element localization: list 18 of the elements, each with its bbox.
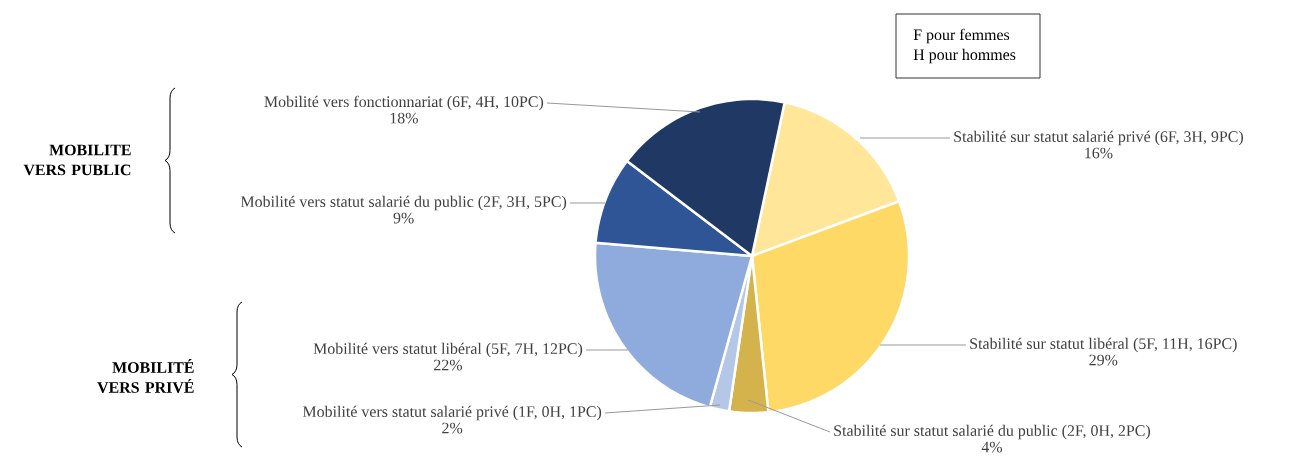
data-label: 18% <box>390 112 418 124</box>
slice-label: Mobilité vers statut salarié privé (1F, 0H, 1PC) <box>302 405 602 421</box>
data-label: 9% <box>393 212 414 224</box>
slice-label: Stabilité sur statut libéral (5F, 11H, 16PC) <box>970 337 1237 353</box>
data-label: 16% <box>1085 147 1113 159</box>
slice-label: Stabilité sur statut salarié du public (2F, 0H, 2PC) <box>834 424 1151 440</box>
text: MOBILITE VERS PUBLIC <box>23 144 131 176</box>
text: F pour femmes <box>913 28 1010 44</box>
slice-label: Mobilité vers statut libéral (5F, 7H, 12PC) <box>313 342 583 358</box>
slice-label: Stabilité sur statut salarié privé (6F, 3H, 9PC) <box>954 130 1243 146</box>
data-label: 4% <box>981 441 1003 453</box>
slice-label: Mobilité vers fonctionnariat (6F, 4H, 10PC) <box>264 95 544 111</box>
text: H pour hommes <box>913 48 1016 64</box>
data-label: 22% <box>434 359 463 371</box>
data-label: 29% <box>1089 354 1118 366</box>
text: MOBILITÉ VERS PRIVÉ <box>97 359 194 393</box>
slice-label: Mobilité vers statut salarié du public (2F, 3H, 5PC) <box>240 195 567 211</box>
data-label: 2% <box>442 422 463 434</box>
